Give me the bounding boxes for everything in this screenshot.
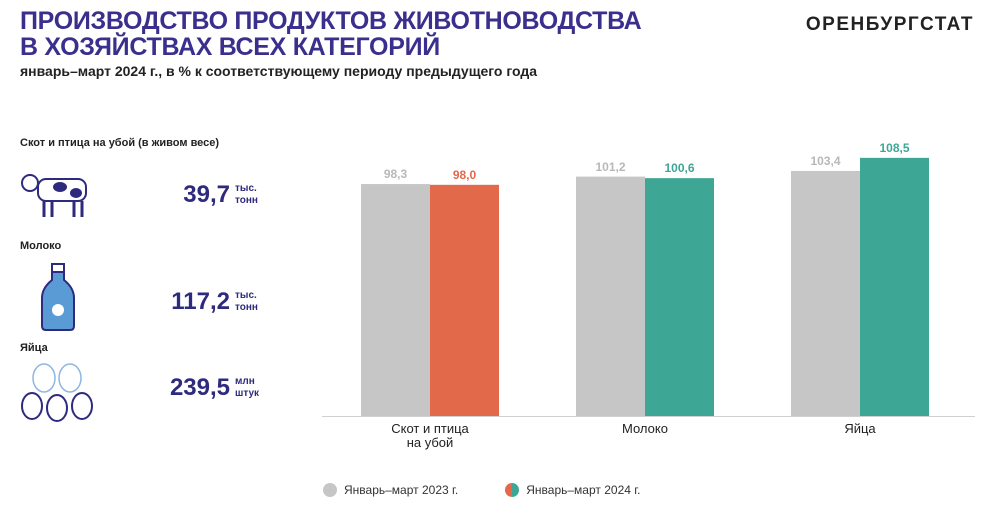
value-label: 100,6 bbox=[664, 161, 695, 176]
value-label: 101,2 bbox=[595, 159, 626, 174]
bar bbox=[860, 157, 929, 416]
legend-swatch bbox=[323, 483, 337, 497]
x-tick-label: Яйца bbox=[844, 421, 876, 436]
stat-value: 117,2 bbox=[171, 288, 230, 315]
bar bbox=[430, 184, 499, 416]
x-tick-label: Молоко bbox=[622, 421, 668, 436]
value-label: 108,5 bbox=[879, 140, 910, 155]
legend-swatch bbox=[512, 483, 520, 497]
bar bbox=[361, 184, 430, 416]
stat-value: 239,5 bbox=[169, 374, 230, 401]
legend-item: Январь–март 2023 г. bbox=[322, 482, 458, 498]
stat-label: Скот и птица на убой (в живом весе) bbox=[20, 137, 220, 149]
legend-label: Январь–март 2024 г. bbox=[526, 483, 641, 497]
legend-swatch bbox=[505, 483, 513, 497]
bar bbox=[576, 176, 645, 416]
legend-item: Январь–март 2024 г. bbox=[504, 482, 641, 498]
stat-unit: тыс. тонн bbox=[235, 183, 258, 206]
stat-unit: тыс. тонн bbox=[235, 290, 258, 313]
value-label: 98,3 bbox=[383, 167, 408, 182]
brand: ОРЕНБУРГСТАТ bbox=[805, 14, 974, 35]
milk-icon bbox=[41, 263, 75, 331]
legend-label: Январь–март 2023 г. bbox=[344, 483, 459, 497]
eggs-icon bbox=[21, 363, 93, 422]
cow-icon bbox=[21, 174, 87, 217]
subtitle: январь–март 2024 г., в % к соответствующ… bbox=[20, 63, 538, 79]
stat-value: 39,7 bbox=[183, 181, 230, 208]
x-tick-label: Скот и птица на убой bbox=[391, 421, 469, 450]
plot bbox=[322, 157, 975, 417]
stat-label: Молоко bbox=[20, 240, 62, 252]
legend-marker bbox=[323, 483, 337, 497]
bar bbox=[645, 178, 714, 416]
bar bbox=[791, 170, 860, 416]
legend-marker bbox=[505, 483, 520, 497]
title: ПРОИЗВОДСТВО ПРОДУКТОВ ЖИВОТНОВОДСТВА В … bbox=[20, 7, 642, 61]
stat-unit: млн штук bbox=[235, 376, 260, 399]
legend: Январь–март 2023 г. Январь–март 2024 г. bbox=[322, 482, 641, 498]
stat-label: Яйца bbox=[20, 342, 48, 354]
value-label: 103,4 bbox=[810, 153, 841, 168]
value-label: 98,0 bbox=[452, 167, 477, 182]
